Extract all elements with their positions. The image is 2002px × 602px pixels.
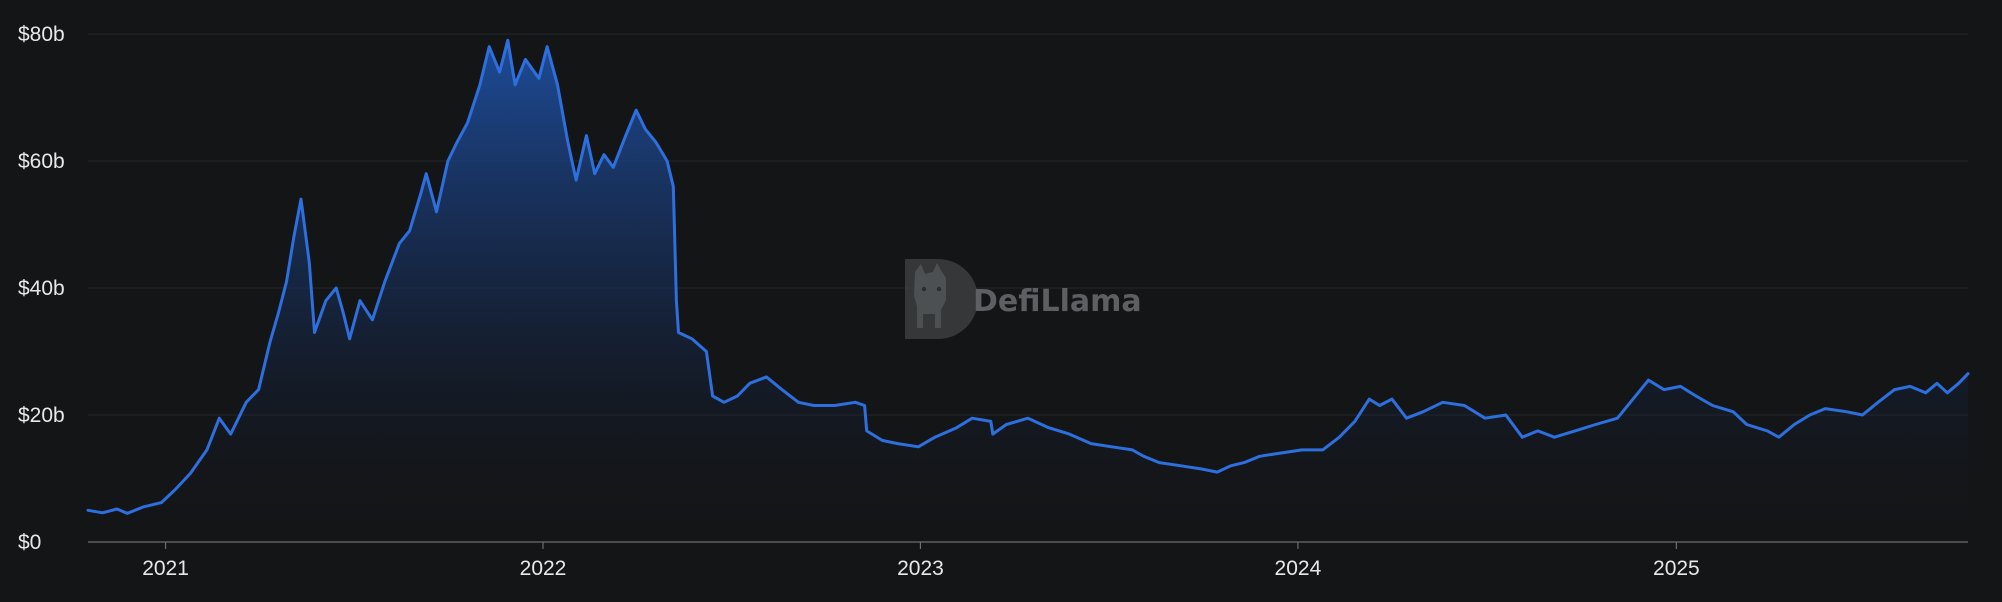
x-tick-label: 2025 [1653,557,1700,580]
watermark-text: DefiLlama [973,284,1142,319]
y-tick-label: $60b [18,150,65,173]
x-tick-label: 2021 [142,557,189,580]
x-tick-label: 2022 [520,557,567,580]
y-tick-label: $80b [18,23,65,46]
defillama-watermark: DefiLlama [905,259,1142,339]
series-line [86,38,1970,515]
llama-logo-icon [905,259,978,339]
axes: $0 $20b $40b $60b $80b 2021 2022 2023 2024 2025 [18,23,1968,580]
y-tick-label: $0 [18,531,41,554]
x-tick-label: 2024 [1275,557,1322,580]
series-line-path [86,38,1970,515]
y-tick-label: $40b [18,277,65,300]
y-tick-label: $20b [18,404,65,427]
x-tick-label: 2023 [897,557,944,580]
